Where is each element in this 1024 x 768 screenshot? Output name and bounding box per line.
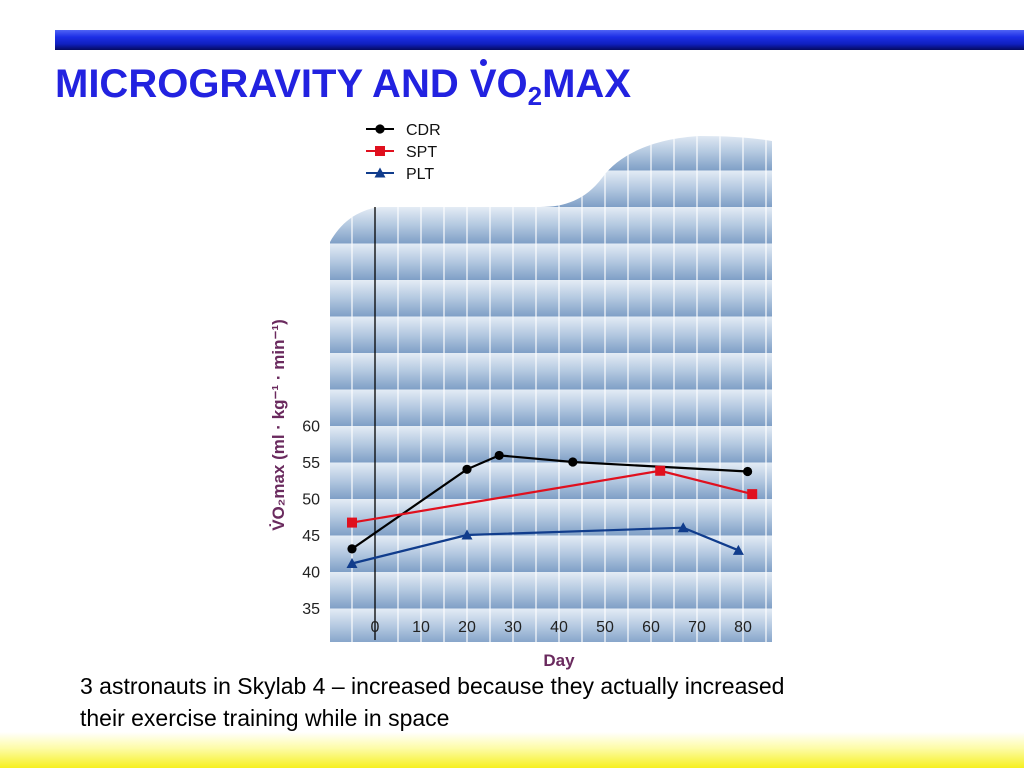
data-point-plt (346, 557, 358, 568)
bottom-bar-decoration (0, 732, 1024, 768)
legend-label-spt: SPT (406, 144, 437, 161)
data-point-spt (747, 489, 758, 500)
y-axis-label: V̇O₂max (ml · kg⁻¹ · min⁻¹) (269, 319, 288, 531)
legend-label-cdr: CDR (406, 122, 441, 139)
title-text: MICROGRAVITY AND (55, 62, 470, 106)
data-point-cdr (743, 466, 753, 477)
title-o: O (496, 62, 528, 106)
legend-label-plt: PLT (406, 166, 434, 183)
data-point-plt (461, 529, 473, 540)
x-tick-label: 60 (642, 619, 660, 636)
slide-title: MICROGRAVITY AND VO2MAX (55, 59, 631, 112)
y-tick-labels: 35 40 45 50 55 60 (302, 419, 320, 619)
x-tick-label: 80 (734, 619, 752, 636)
y-tick-label: 50 (302, 492, 320, 509)
title-v-dot: V (469, 59, 497, 106)
data-point-spt (347, 517, 357, 528)
legend: CDR SPT PLT (366, 122, 441, 183)
caption: 3 astronauts in Skylab 4 – increased bec… (80, 670, 980, 734)
data-point-spt (655, 465, 666, 476)
x-tick-label: 70 (688, 619, 706, 636)
x-tick-label: 20 (458, 619, 476, 636)
caption-line-2: their exercise training while in space (80, 705, 450, 731)
x-tick-label: 50 (596, 619, 614, 636)
data-point-cdr (494, 450, 504, 461)
data-point-cdr (568, 457, 578, 467)
data-point-cdr (347, 544, 357, 554)
legend-marker-plt (374, 167, 386, 178)
x-axis-label: Day (543, 651, 575, 670)
y-tick-label: 40 (302, 565, 320, 582)
y-tick-label: 60 (302, 419, 320, 436)
legend-marker-spt (375, 146, 385, 156)
y-tick-label: 55 (302, 455, 320, 472)
data-series (346, 450, 758, 568)
y-tick-label: 45 (302, 528, 320, 545)
x-tick-labels: 0 10 20 30 40 50 60 70 80 (371, 619, 752, 636)
legend-marker-cdr (375, 124, 385, 134)
series-line-plt (351, 526, 739, 565)
title-subscript: 2 (527, 81, 543, 111)
title-bar-decoration (55, 30, 1024, 50)
x-tick-label: 40 (550, 619, 568, 636)
data-point-plt (732, 544, 744, 555)
x-tick-label: 0 (371, 619, 380, 636)
plot-background (330, 136, 772, 642)
data-point-cdr (462, 464, 472, 474)
data-point-plt (677, 522, 689, 533)
x-tick-label: 30 (504, 619, 522, 636)
y-tick-label: 35 (302, 601, 320, 618)
title-max: MAX (542, 62, 631, 106)
caption-line-1: 3 astronauts in Skylab 4 – increased bec… (80, 673, 785, 699)
x-tick-label: 10 (412, 619, 430, 636)
